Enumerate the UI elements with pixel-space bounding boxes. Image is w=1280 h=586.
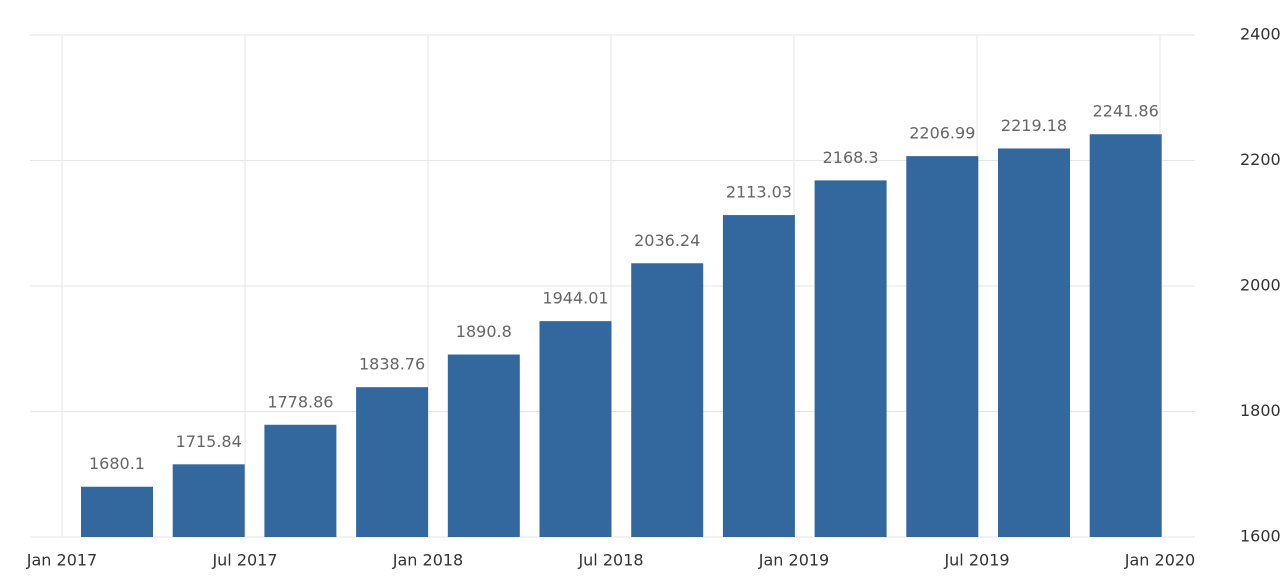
y-tick-label: 2000 — [1240, 276, 1280, 295]
bar — [722, 215, 795, 537]
value-label: 1778.86 — [267, 392, 333, 411]
bar — [447, 354, 520, 537]
bar — [631, 263, 704, 537]
value-label: 2219.18 — [1001, 116, 1067, 135]
value-label: 2168.3 — [823, 148, 879, 167]
value-label: 1838.76 — [359, 355, 425, 374]
value-label: 2036.24 — [634, 231, 700, 250]
value-label: 2113.03 — [726, 183, 792, 202]
x-tick-label: Jul 2017 — [211, 551, 277, 570]
value-label: 1944.01 — [542, 289, 608, 308]
value-label: 1680.1 — [89, 454, 145, 473]
value-label: 2241.86 — [1093, 102, 1159, 121]
x-tick-label: Jan 2017 — [26, 551, 97, 570]
bar — [998, 148, 1070, 538]
x-tick-label: Jan 2020 — [1124, 551, 1195, 570]
bar — [81, 486, 153, 537]
bar — [814, 180, 887, 537]
bar — [264, 424, 337, 537]
value-label: 1890.8 — [456, 322, 512, 341]
bar — [172, 464, 245, 537]
x-tick-label: Jul 2019 — [943, 551, 1009, 570]
y-tick-label: 1800 — [1240, 401, 1280, 420]
bar — [1089, 134, 1162, 537]
x-tick-label: Jan 2018 — [392, 551, 463, 570]
y-tick-label: 2200 — [1240, 150, 1280, 169]
bar — [906, 156, 979, 537]
x-tick-label: Jan 2019 — [758, 551, 829, 570]
x-tick-label: Jul 2018 — [577, 551, 643, 570]
value-label: 2206.99 — [909, 124, 975, 143]
bar — [539, 321, 612, 537]
value-label: 1715.84 — [176, 432, 242, 451]
bar — [356, 387, 429, 537]
y-tick-label: 1600 — [1240, 527, 1280, 546]
y-tick-label: 2400 — [1240, 25, 1280, 44]
